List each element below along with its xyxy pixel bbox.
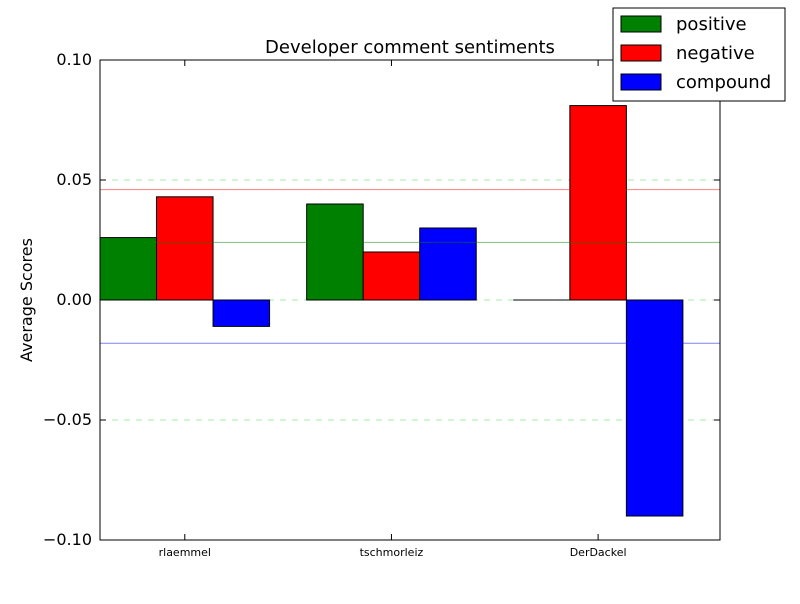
y-tick-label: −0.10 xyxy=(43,530,92,549)
y-tick-label: −0.05 xyxy=(43,410,92,429)
legend-swatch-compound xyxy=(620,73,662,91)
y-axis-label: Average Scores xyxy=(17,238,36,362)
bar-compound-tschmorleiz xyxy=(419,227,477,301)
chart-title: Developer comment sentiments xyxy=(265,37,555,58)
legend-swatch-positive xyxy=(620,15,662,33)
legend-label-compound: compound xyxy=(676,72,771,93)
legend-swatch-negative xyxy=(620,44,662,62)
bar-compound-DerDackel xyxy=(625,299,684,517)
y-tick-label: 0.10 xyxy=(56,50,92,69)
bar-positive-tschmorleiz xyxy=(306,203,364,301)
plot-area: −0.10 −0.05 0.00 0.05 0.10 rlaemmel tschmorlei… xyxy=(43,50,721,559)
legend-label-negative: negative xyxy=(676,43,755,64)
bar-positive-rlaemmel xyxy=(99,237,158,301)
bar-negative-DerDackel xyxy=(569,105,627,301)
x-tick-label: DerDackel xyxy=(570,546,627,559)
bar-compound-rlaemmel xyxy=(212,299,271,327)
legend: positive negative compound xyxy=(612,7,786,102)
x-tick-label: tschmorleiz xyxy=(360,546,424,559)
bar-negative-rlaemmel xyxy=(156,196,214,301)
bar-negative-tschmorleiz xyxy=(362,251,421,301)
x-tick-label: rlaemmel xyxy=(159,546,211,559)
legend-label-positive: positive xyxy=(676,14,747,35)
y-tick-label: 0.00 xyxy=(56,290,92,309)
y-tick-label: 0.05 xyxy=(56,170,92,189)
